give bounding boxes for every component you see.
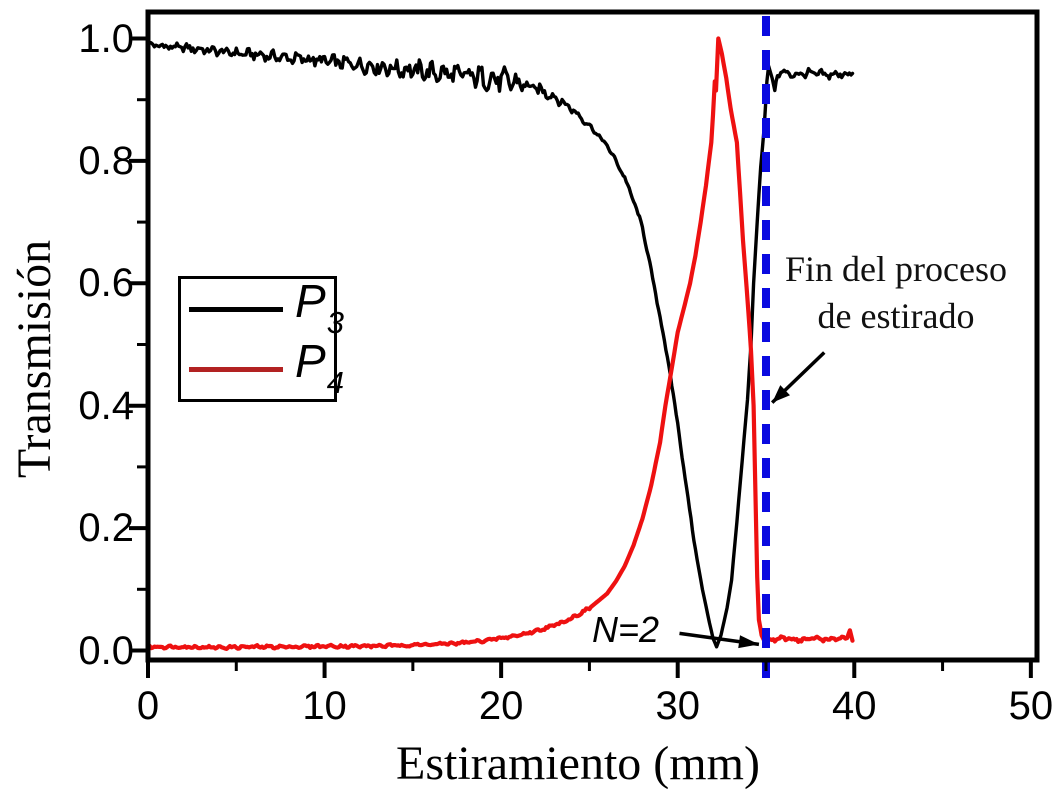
y-tick-label-1.0: 1.0 [78,16,134,61]
y-tick-label-0.2: 0.2 [78,506,134,551]
x-tick-label-20: 20 [478,684,524,728]
annotation-end-of-drawing-line1: Fin del proceso [785,249,1007,289]
legend-label-p4: P4 [295,334,344,401]
legend-line-p3-swatch [189,306,283,312]
x-axis-title: Estiramiento (mm) [396,737,760,790]
annotation-n2-text: N=2 [592,609,660,650]
legend-subscript-p3: 3 [326,305,344,341]
y-tick-label-0.8: 0.8 [78,138,134,183]
legend-subscript-p4: 4 [326,365,344,401]
x-tick-label-50: 50 [1008,684,1054,728]
legend-line-p4-swatch [189,366,283,372]
y-tick-label-0.6: 0.6 [78,261,134,306]
y-axis-title: Transmisión [8,239,61,479]
curve-p3 [146,40,855,649]
y-tick-label-0.0: 0.0 [78,628,134,673]
x-tick-label-30: 30 [655,684,700,728]
curve-p4 [145,36,855,652]
y-tick-label-0.4: 0.4 [78,383,134,428]
legend-entry-p3: P3 [181,278,344,340]
legend-label-p3: P3 [295,274,344,341]
x-tick-label-0: 0 [136,684,160,728]
n2-arrowhead [738,635,759,649]
x-tick-label-40: 40 [832,684,877,728]
annotation-n2: N=2 [592,609,659,651]
legend-symbol-p4: P [295,334,326,387]
annotation-end-of-drawing: Fin del proceso de estirado [758,246,1034,340]
legend-entry-p4: P4 [181,338,344,400]
end-of-process-arrowhead [772,385,790,403]
annotation-end-of-drawing-line2: de estirado [817,296,975,336]
x-tick-label-10: 10 [302,684,347,728]
legend-symbol-p3: P [295,274,326,327]
legend: P3 P4 [178,276,344,402]
plot-frame [145,9,1040,663]
